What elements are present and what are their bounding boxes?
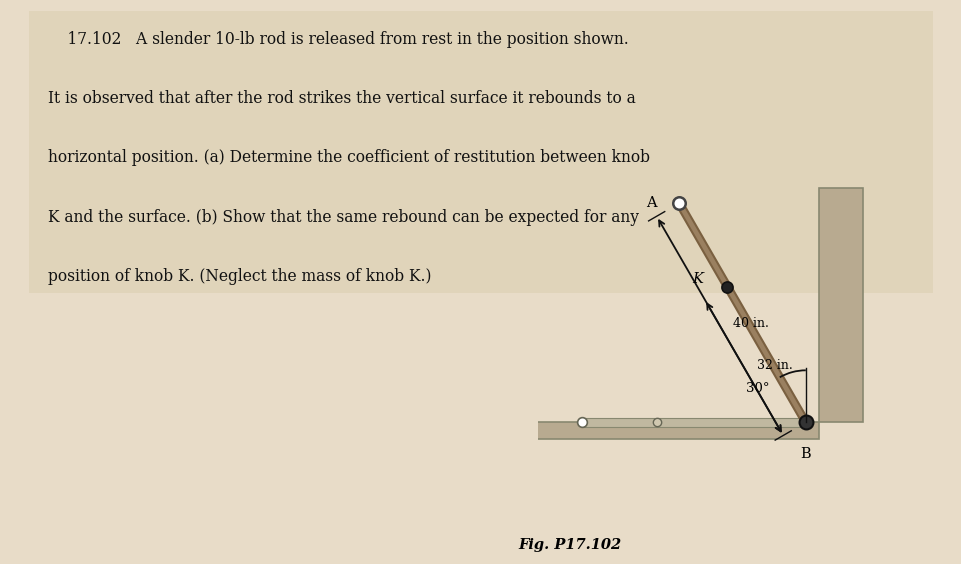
Text: 30°: 30° xyxy=(746,382,769,395)
Text: K: K xyxy=(692,272,702,286)
Bar xyxy=(29,11,932,293)
Text: A: A xyxy=(646,196,656,210)
Text: It is observed that after the rod strikes the vertical surface it rebounds to a: It is observed that after the rod strike… xyxy=(48,90,635,107)
Text: K and the surface. (b) Show that the same rebound can be expected for any: K and the surface. (b) Show that the sam… xyxy=(48,209,638,226)
Bar xyxy=(519,422,818,439)
Bar xyxy=(581,418,805,427)
Text: B: B xyxy=(800,447,810,461)
Text: 17.102   A slender 10-lb rod is released from rest in the position shown.: 17.102 A slender 10-lb rod is released f… xyxy=(48,31,628,48)
Text: horizontal position. (a) Determine the coefficient of restitution between knob: horizontal position. (a) Determine the c… xyxy=(48,149,650,166)
Text: 40 in.: 40 in. xyxy=(732,318,768,331)
Text: 32 in.: 32 in. xyxy=(756,359,792,372)
Bar xyxy=(818,188,863,422)
Polygon shape xyxy=(673,200,811,426)
Text: position of knob K. (Neglect the mass of knob K.): position of knob K. (Neglect the mass of… xyxy=(48,268,431,285)
Text: Fig. P17.102: Fig. P17.102 xyxy=(518,539,621,552)
